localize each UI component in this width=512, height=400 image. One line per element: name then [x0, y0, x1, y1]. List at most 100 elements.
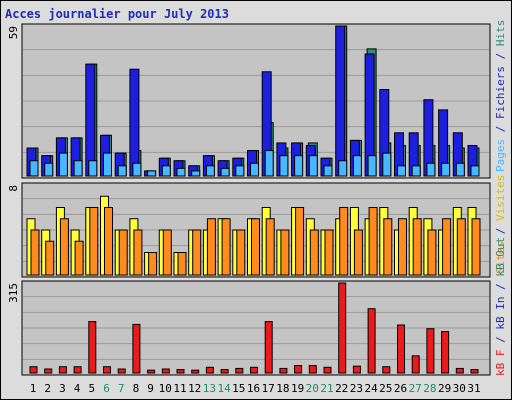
kb-f-bar [308, 365, 317, 374]
x-tick-label: 27 [409, 382, 422, 395]
pages-bar [235, 165, 245, 177]
x-tick-label: 18 [276, 382, 289, 395]
middle-max-label: 8 [7, 185, 20, 192]
sites-bar [280, 229, 290, 276]
pages-bar [161, 165, 171, 177]
x-tick-label: 29 [438, 382, 451, 395]
kb-f-bar [426, 328, 435, 374]
x-tick-label: 28 [423, 382, 436, 395]
sites-bar [398, 218, 407, 276]
sites-bar [265, 218, 275, 276]
x-tick-label: 24 [364, 382, 378, 395]
sites-bar [383, 218, 393, 276]
kb-f-bar [264, 321, 273, 374]
pages-bar [382, 152, 392, 177]
pages-bar [29, 160, 39, 177]
chart-title: Acces journalier pour July 2013 [5, 7, 229, 21]
kb-f-bar [220, 369, 229, 374]
pages-bar [58, 152, 68, 177]
kb-f-bar [470, 369, 479, 374]
x-tick-label: 14 [217, 382, 231, 395]
kb-f-bar [176, 369, 185, 374]
x-tick-label: 3 [59, 382, 66, 395]
kb-f-bar [382, 366, 391, 374]
x-tick-label: 16 [247, 382, 260, 395]
kb-f-bar [397, 324, 405, 374]
x-tick-label: 15 [232, 382, 245, 395]
files-bar [129, 68, 140, 177]
sites-bar [118, 229, 128, 276]
x-tick-label: 4 [74, 382, 81, 395]
x-tick-label: 5 [88, 382, 95, 395]
pages-bar [176, 167, 186, 177]
kb-f-bar [88, 321, 97, 374]
files-bar [85, 63, 96, 177]
pages-bar [264, 150, 274, 177]
kb-f-bar [235, 367, 244, 374]
pages-bar [279, 155, 289, 177]
legend-bottom: kB F / kB In / kB Out [494, 237, 507, 376]
x-tick-label: 30 [453, 382, 466, 395]
sites-bar [353, 229, 363, 276]
kb-f-bar [132, 323, 141, 374]
pages-bar [323, 165, 333, 177]
sites-bar [148, 252, 158, 276]
legend-bottom-part: kB In [494, 297, 507, 330]
sites-bar [309, 229, 319, 276]
legend-top: Pages / Fichiers / Hits [494, 20, 507, 172]
sites-bar [206, 218, 216, 276]
pages-bar [352, 155, 362, 177]
kb-f-bar [352, 365, 361, 374]
pages-bar [455, 162, 465, 177]
legend-bottom-part: / [494, 277, 507, 297]
x-tick-label: 20 [306, 382, 319, 395]
kb-f-bar [250, 366, 258, 374]
pages-bar [294, 155, 304, 177]
sites-bar [89, 207, 99, 276]
files-bar [335, 25, 346, 177]
legend-top-part: Fichiers [494, 66, 507, 119]
x-tick-label: 9 [147, 382, 154, 395]
sites-bar [471, 218, 481, 276]
sites-bar [442, 218, 452, 276]
sites-bar [339, 207, 349, 276]
kb-f-bar [455, 367, 464, 374]
kb-f-bar [205, 366, 214, 374]
legend-top-part: / [494, 119, 507, 139]
pages-bar [132, 162, 142, 177]
sites-bar [177, 252, 187, 276]
legend-middle-part: Visites [494, 175, 507, 221]
pages-bar [397, 165, 406, 177]
bottom-max-label: 315 [7, 283, 20, 303]
sites-bar [104, 207, 113, 276]
pages-bar [426, 162, 436, 177]
kb-f-bar [147, 369, 156, 374]
x-tick-label: 26 [394, 382, 407, 395]
x-tick-label: 6 [103, 382, 110, 395]
pages-bar [338, 160, 348, 177]
x-tick-label: 12 [188, 382, 201, 395]
top-max-label: 59 [7, 26, 20, 39]
pages-bar [205, 165, 215, 177]
x-tick-label: 8 [133, 382, 140, 395]
sites-bar [162, 229, 172, 276]
sites-bar [324, 229, 334, 276]
legend-bottom-part: / [494, 330, 507, 350]
x-tick-label: 21 [320, 382, 333, 395]
kb-f-bar [161, 368, 170, 374]
pages-bar [117, 165, 127, 177]
x-tick-label: 2 [44, 382, 51, 395]
pages-bar [147, 170, 157, 177]
kb-f-bar [103, 366, 111, 374]
sites-bar [251, 218, 260, 276]
sites-bar [192, 229, 202, 276]
legend-top-part: Hits [494, 20, 507, 47]
sites-bar [295, 207, 305, 276]
x-tick-label: 31 [467, 382, 480, 395]
x-tick-label: 25 [379, 382, 392, 395]
legend-bottom-part: kB Out [494, 237, 507, 277]
sites-bar [368, 207, 378, 276]
pages-bar [470, 165, 480, 177]
kb-f-bar [441, 331, 450, 374]
pages-bar [44, 162, 54, 177]
